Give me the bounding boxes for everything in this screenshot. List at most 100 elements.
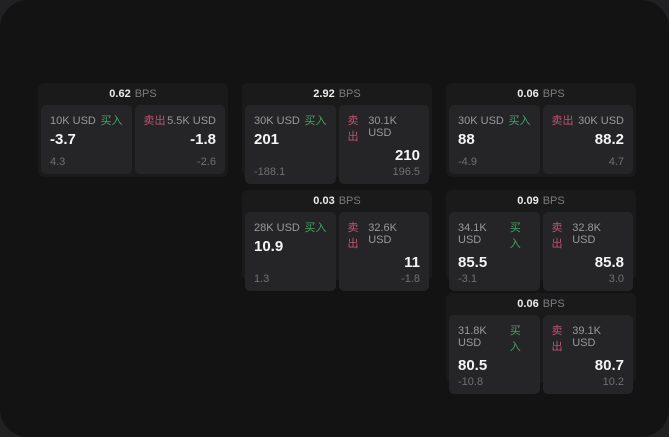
sell-panel-top: 卖出 30K USD bbox=[552, 112, 625, 128]
bps-unit: BPS bbox=[542, 195, 565, 207]
bps-unit: BPS bbox=[338, 195, 361, 207]
buy-side-label: 买入 bbox=[100, 115, 123, 127]
sell-quote-panel[interactable]: 卖出 5.5K USD -1.8 -2.6 bbox=[134, 105, 225, 174]
spread-card: 0.09 BPS 34.1K USD 买入 85.5 -3.1 卖出 32.8K… bbox=[446, 190, 636, 291]
sell-quote-panel[interactable]: 卖出 32.8K USD 85.8 3.0 bbox=[542, 212, 633, 291]
sell-panel-top: 卖出 32.8K USD bbox=[552, 219, 625, 251]
buy-quote-panel[interactable]: 10K USD 买入 -3.7 4.3 bbox=[41, 105, 132, 174]
sell-price: 80.7 bbox=[594, 357, 624, 374]
buy-quote-panel[interactable]: 28K USD 买入 10.9 1.3 bbox=[245, 212, 336, 291]
quote-body: 31.8K USD 买入 80.5 -10.8 卖出 39.1K USD 80.… bbox=[449, 315, 633, 394]
sell-quote-panel[interactable]: 卖出 39.1K USD 80.7 10.2 bbox=[542, 315, 633, 394]
spread-header: 0.06 BPS bbox=[449, 293, 633, 315]
sell-side-label: 卖出 bbox=[143, 115, 166, 127]
sell-size-label: 30K USD bbox=[578, 115, 624, 127]
bps-value: 0.62 bbox=[109, 88, 131, 100]
quote-body: 10K USD 买入 -3.7 4.3 卖出 5.5K USD -1.8 -2.… bbox=[41, 105, 225, 174]
spread-card: 2.92 BPS 30K USD 买入 201 -188.1 卖出 30.1K … bbox=[242, 83, 432, 184]
sell-panel-top: 卖出 32.6K USD bbox=[348, 219, 421, 251]
bps-value: 2.92 bbox=[313, 88, 335, 100]
bps-unit: BPS bbox=[542, 298, 565, 310]
sell-side-label: 卖出 bbox=[347, 115, 359, 143]
buy-size-label: 28K USD bbox=[254, 222, 300, 234]
sell-sub-value: -1.8 bbox=[401, 273, 420, 285]
buy-sub-value: -188.1 bbox=[254, 166, 286, 178]
sell-panel-top: 卖出 39.1K USD bbox=[552, 322, 625, 354]
buy-panel-top: 30K USD 买入 bbox=[458, 112, 531, 128]
buy-sub-value: -4.9 bbox=[458, 156, 477, 168]
buy-panel-top: 30K USD 买入 bbox=[254, 112, 327, 128]
buy-price: 88 bbox=[458, 131, 475, 148]
sell-quote-panel[interactable]: 卖出 30K USD 88.2 4.7 bbox=[542, 105, 633, 174]
spread-card: 0.06 BPS 30K USD 买入 88 -4.9 卖出 30K USD bbox=[446, 83, 636, 177]
sell-side-label: 卖出 bbox=[551, 222, 563, 250]
quote-body: 34.1K USD 买入 85.5 -3.1 卖出 32.8K USD 85.8… bbox=[449, 212, 633, 291]
sell-sub-value: 3.0 bbox=[608, 273, 624, 285]
quote-body: 30K USD 买入 88 -4.9 卖出 30K USD 88.2 4.7 bbox=[449, 105, 633, 174]
buy-side-label: 买入 bbox=[304, 222, 327, 234]
spread-card: 0.03 BPS 28K USD 买入 10.9 1.3 卖出 32.6K US… bbox=[242, 190, 432, 291]
buy-size-label: 10K USD bbox=[50, 115, 96, 127]
bps-unit: BPS bbox=[134, 88, 157, 100]
sell-side-label: 卖出 bbox=[551, 115, 574, 127]
sell-panel-top: 卖出 30.1K USD bbox=[348, 112, 421, 144]
sell-size-label: 30.1K USD bbox=[368, 115, 397, 139]
buy-quote-panel[interactable]: 34.1K USD 买入 85.5 -3.1 bbox=[449, 212, 540, 291]
buy-price: 10.9 bbox=[254, 238, 284, 255]
buy-panel-top: 31.8K USD 买入 bbox=[458, 322, 531, 354]
buy-sub-value: 1.3 bbox=[254, 273, 270, 285]
spread-header: 0.62 BPS bbox=[41, 83, 225, 105]
spread-header: 0.06 BPS bbox=[449, 83, 633, 105]
buy-panel-top: 10K USD 买入 bbox=[50, 112, 123, 128]
buy-panel-top: 28K USD 买入 bbox=[254, 219, 327, 235]
buy-side-label: 买入 bbox=[509, 222, 521, 250]
sell-side-label: 卖出 bbox=[347, 222, 359, 250]
sell-size-label: 32.6K USD bbox=[368, 222, 397, 246]
sell-price: 88.2 bbox=[594, 131, 624, 148]
sell-sub-value: -2.6 bbox=[197, 156, 216, 168]
sell-quote-panel[interactable]: 卖出 30.1K USD 210 196.5 bbox=[338, 105, 429, 184]
sell-sub-value: 196.5 bbox=[392, 166, 420, 178]
buy-price: 201 bbox=[254, 131, 280, 148]
sell-size-label: 5.5K USD bbox=[167, 115, 216, 127]
spread-header: 2.92 BPS bbox=[245, 83, 429, 105]
bps-value: 0.03 bbox=[313, 195, 335, 207]
spread-header: 0.03 BPS bbox=[245, 190, 429, 212]
buy-size-label: 34.1K USD bbox=[458, 222, 487, 246]
buy-price: 80.5 bbox=[458, 357, 488, 374]
buy-sub-value: -10.8 bbox=[458, 376, 484, 388]
buy-quote-panel[interactable]: 31.8K USD 买入 80.5 -10.8 bbox=[449, 315, 540, 394]
quote-body: 28K USD 买入 10.9 1.3 卖出 32.6K USD 11 -1.8 bbox=[245, 212, 429, 291]
sell-size-label: 39.1K USD bbox=[572, 325, 601, 349]
sell-price: -1.8 bbox=[190, 131, 216, 148]
bps-value: 0.09 bbox=[517, 195, 539, 207]
buy-panel-top: 34.1K USD 买入 bbox=[458, 219, 531, 251]
buy-sub-value: -3.1 bbox=[458, 273, 477, 285]
sell-size-label: 32.8K USD bbox=[572, 222, 601, 246]
bps-unit: BPS bbox=[338, 88, 361, 100]
bps-value: 0.06 bbox=[517, 298, 539, 310]
buy-price: 85.5 bbox=[458, 254, 488, 271]
sell-price: 85.8 bbox=[594, 254, 624, 271]
sell-price: 210 bbox=[394, 147, 420, 164]
buy-size-label: 30K USD bbox=[254, 115, 300, 127]
sell-quote-panel[interactable]: 卖出 32.6K USD 11 -1.8 bbox=[338, 212, 429, 291]
buy-quote-panel[interactable]: 30K USD 买入 201 -188.1 bbox=[245, 105, 336, 184]
buy-side-label: 买入 bbox=[509, 325, 521, 353]
sell-sub-value: 4.7 bbox=[608, 156, 624, 168]
bps-value: 0.06 bbox=[517, 88, 539, 100]
sell-price: 11 bbox=[404, 254, 420, 271]
buy-price: -3.7 bbox=[50, 131, 76, 148]
sell-panel-top: 卖出 5.5K USD bbox=[144, 112, 217, 128]
buy-sub-value: 4.3 bbox=[50, 156, 66, 168]
bps-unit: BPS bbox=[542, 88, 565, 100]
spread-header: 0.09 BPS bbox=[449, 190, 633, 212]
quote-card-grid: 0.62 BPS 10K USD 买入 -3.7 4.3 卖出 5.5K USD bbox=[38, 83, 636, 394]
spread-card: 0.06 BPS 31.8K USD 买入 80.5 -10.8 卖出 39.1… bbox=[446, 293, 636, 394]
sell-sub-value: 10.2 bbox=[602, 376, 624, 388]
buy-quote-panel[interactable]: 30K USD 买入 88 -4.9 bbox=[449, 105, 540, 174]
buy-size-label: 31.8K USD bbox=[458, 325, 487, 349]
quote-body: 30K USD 买入 201 -188.1 卖出 30.1K USD 210 1… bbox=[245, 105, 429, 184]
buy-side-label: 买入 bbox=[304, 115, 327, 127]
